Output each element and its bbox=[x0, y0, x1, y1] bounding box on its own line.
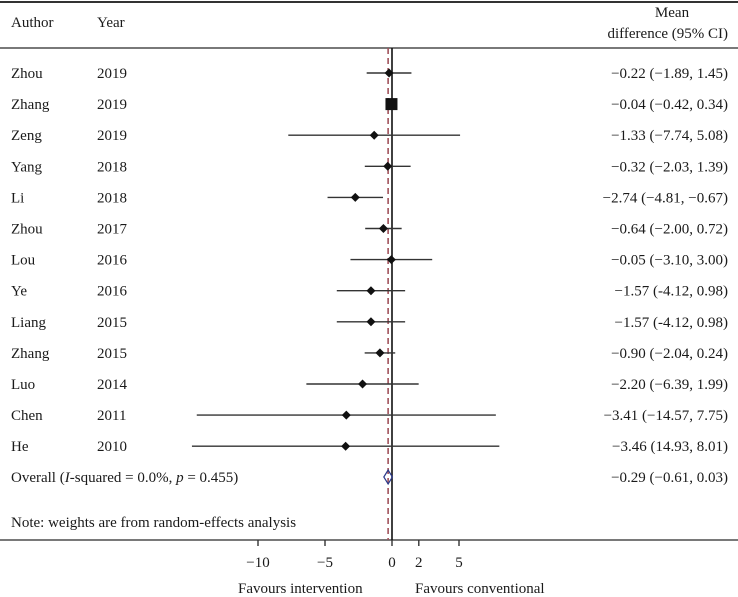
point-estimate-marker bbox=[386, 255, 396, 265]
point-estimate-marker bbox=[350, 192, 360, 202]
study-author: Zeng bbox=[11, 128, 42, 144]
study-year: 2016 bbox=[97, 253, 128, 269]
weight-square-marker bbox=[385, 98, 398, 111]
point-estimate-marker bbox=[366, 286, 376, 296]
study-row: Zhang 2019 −0.04 (−0.42, 0.34) bbox=[11, 97, 728, 113]
header-effect-line2: difference (95% CI) bbox=[608, 26, 729, 42]
study-row: Zhou 2019 −0.22 (−1.89, 1.45) bbox=[11, 66, 728, 82]
point-estimate-marker bbox=[369, 130, 379, 140]
study-row: Zeng 2019 −1.33 (−7.74, 5.08) bbox=[11, 128, 728, 144]
study-effect-label: −0.64 (−2.00, 0.72) bbox=[611, 222, 728, 238]
x-axis-ticks: −10 −5 0 2 5 bbox=[246, 540, 463, 571]
study-year: 2019 bbox=[97, 97, 127, 113]
study-author: Lou bbox=[11, 253, 36, 269]
x-tick-label: 2 bbox=[415, 555, 423, 571]
study-effect-label: −3.46 (14.93, 8.01) bbox=[612, 439, 728, 455]
study-row: Chen 2011 −3.41 (−14.57, 7.75) bbox=[11, 408, 728, 424]
study-effect-label: −1.33 (−7.74, 5.08) bbox=[611, 128, 728, 144]
study-author: Zhang bbox=[11, 97, 50, 113]
overall-p-text: = 0.455) bbox=[184, 470, 239, 486]
study-author: Zhang bbox=[11, 346, 50, 362]
study-year: 2018 bbox=[97, 190, 127, 206]
study-author: Zhou bbox=[11, 66, 43, 82]
point-estimate-marker bbox=[383, 161, 393, 171]
study-effect-label: −0.32 (−2.03, 1.39) bbox=[611, 159, 728, 175]
study-year: 2016 bbox=[97, 284, 128, 300]
favours-intervention-label: Favours intervention bbox=[238, 581, 363, 597]
favours-conventional-label: Favours conventional bbox=[415, 581, 545, 597]
study-author: Chen bbox=[11, 408, 43, 424]
overall-effect-label: −0.29 (−0.61, 0.03) bbox=[611, 470, 728, 486]
x-tick-label: −5 bbox=[317, 555, 333, 571]
overall-prefix: Overall ( bbox=[11, 470, 65, 486]
point-estimate-marker bbox=[341, 410, 351, 420]
study-author: Ye bbox=[11, 284, 27, 300]
header-year: Year bbox=[97, 15, 125, 31]
overall-i-symbol: I bbox=[64, 470, 71, 486]
header-effect-line1: Mean bbox=[655, 5, 690, 21]
study-year: 2015 bbox=[97, 346, 127, 362]
study-year: 2019 bbox=[97, 66, 127, 82]
study-effect-label: −3.41 (−14.57, 7.75) bbox=[604, 408, 728, 424]
study-effect-label: −0.90 (−2.04, 0.24) bbox=[611, 346, 728, 362]
study-row: Lou 2016 −0.05 (−3.10, 3.00) bbox=[11, 253, 728, 269]
study-year: 2019 bbox=[97, 128, 127, 144]
overall-p-symbol: p bbox=[175, 470, 184, 486]
study-rows: Zhou 2019 −0.22 (−1.89, 1.45) Zhang 2019 −0.0… bbox=[11, 66, 728, 455]
study-author: Yang bbox=[11, 159, 42, 175]
overall-diamond bbox=[383, 468, 394, 486]
point-estimate-marker bbox=[384, 68, 394, 78]
study-effect-label: −0.05 (−3.10, 3.00) bbox=[611, 253, 728, 269]
study-effect-label: −0.22 (−1.89, 1.45) bbox=[611, 66, 728, 82]
study-author: He bbox=[11, 439, 29, 455]
overall-i-text: -squared = 0.0%, bbox=[70, 470, 176, 486]
x-tick-label: −10 bbox=[246, 555, 269, 571]
weights-note: Note: weights are from random-effects an… bbox=[11, 515, 296, 531]
study-author: Liang bbox=[11, 315, 46, 331]
point-estimate-marker bbox=[341, 441, 351, 451]
header-author: Author bbox=[11, 15, 54, 31]
study-effect-label: −1.57 (-4.12, 0.98) bbox=[615, 315, 728, 331]
study-row: He 2010 −3.46 (14.93, 8.01) bbox=[11, 439, 728, 455]
x-tick-label: 5 bbox=[455, 555, 463, 571]
study-effect-label: −2.20 (−6.39, 1.99) bbox=[611, 377, 728, 393]
study-effect-label: −2.74 (−4.81, −0.67) bbox=[603, 190, 728, 206]
study-row: Li 2018 −2.74 (−4.81, −0.67) bbox=[11, 190, 728, 206]
study-row: Yang 2018 −0.32 (−2.03, 1.39) bbox=[11, 159, 728, 175]
study-author: Li bbox=[11, 190, 24, 206]
study-year: 2010 bbox=[97, 439, 127, 455]
study-row: Liang 2015 −1.57 (-4.12, 0.98) bbox=[11, 315, 728, 331]
study-year: 2017 bbox=[97, 222, 128, 238]
study-author: Luo bbox=[11, 377, 35, 393]
study-year: 2011 bbox=[97, 408, 126, 424]
study-row: Zhang 2015 −0.90 (−2.04, 0.24) bbox=[11, 346, 728, 362]
study-year: 2014 bbox=[97, 377, 128, 393]
point-estimate-marker bbox=[378, 224, 388, 233]
study-year: 2018 bbox=[97, 159, 127, 175]
study-row: Zhou 2017 −0.64 (−2.00, 0.72) bbox=[11, 222, 728, 238]
point-estimate-marker bbox=[375, 348, 385, 358]
x-tick-label: 0 bbox=[388, 555, 396, 571]
point-estimate-marker bbox=[366, 317, 376, 327]
study-author: Zhou bbox=[11, 222, 43, 238]
overall-label: Overall (I-squared = 0.0%, p = 0.455) bbox=[11, 470, 238, 486]
study-row: Ye 2016 −1.57 (-4.12, 0.98) bbox=[11, 284, 728, 300]
study-effect-label: −0.04 (−0.42, 0.34) bbox=[611, 97, 728, 113]
point-estimate-marker bbox=[358, 379, 368, 389]
study-effect-label: −1.57 (-4.12, 0.98) bbox=[615, 284, 728, 300]
study-year: 2015 bbox=[97, 315, 127, 331]
study-row: Luo 2014 −2.20 (−6.39, 1.99) bbox=[11, 377, 728, 393]
